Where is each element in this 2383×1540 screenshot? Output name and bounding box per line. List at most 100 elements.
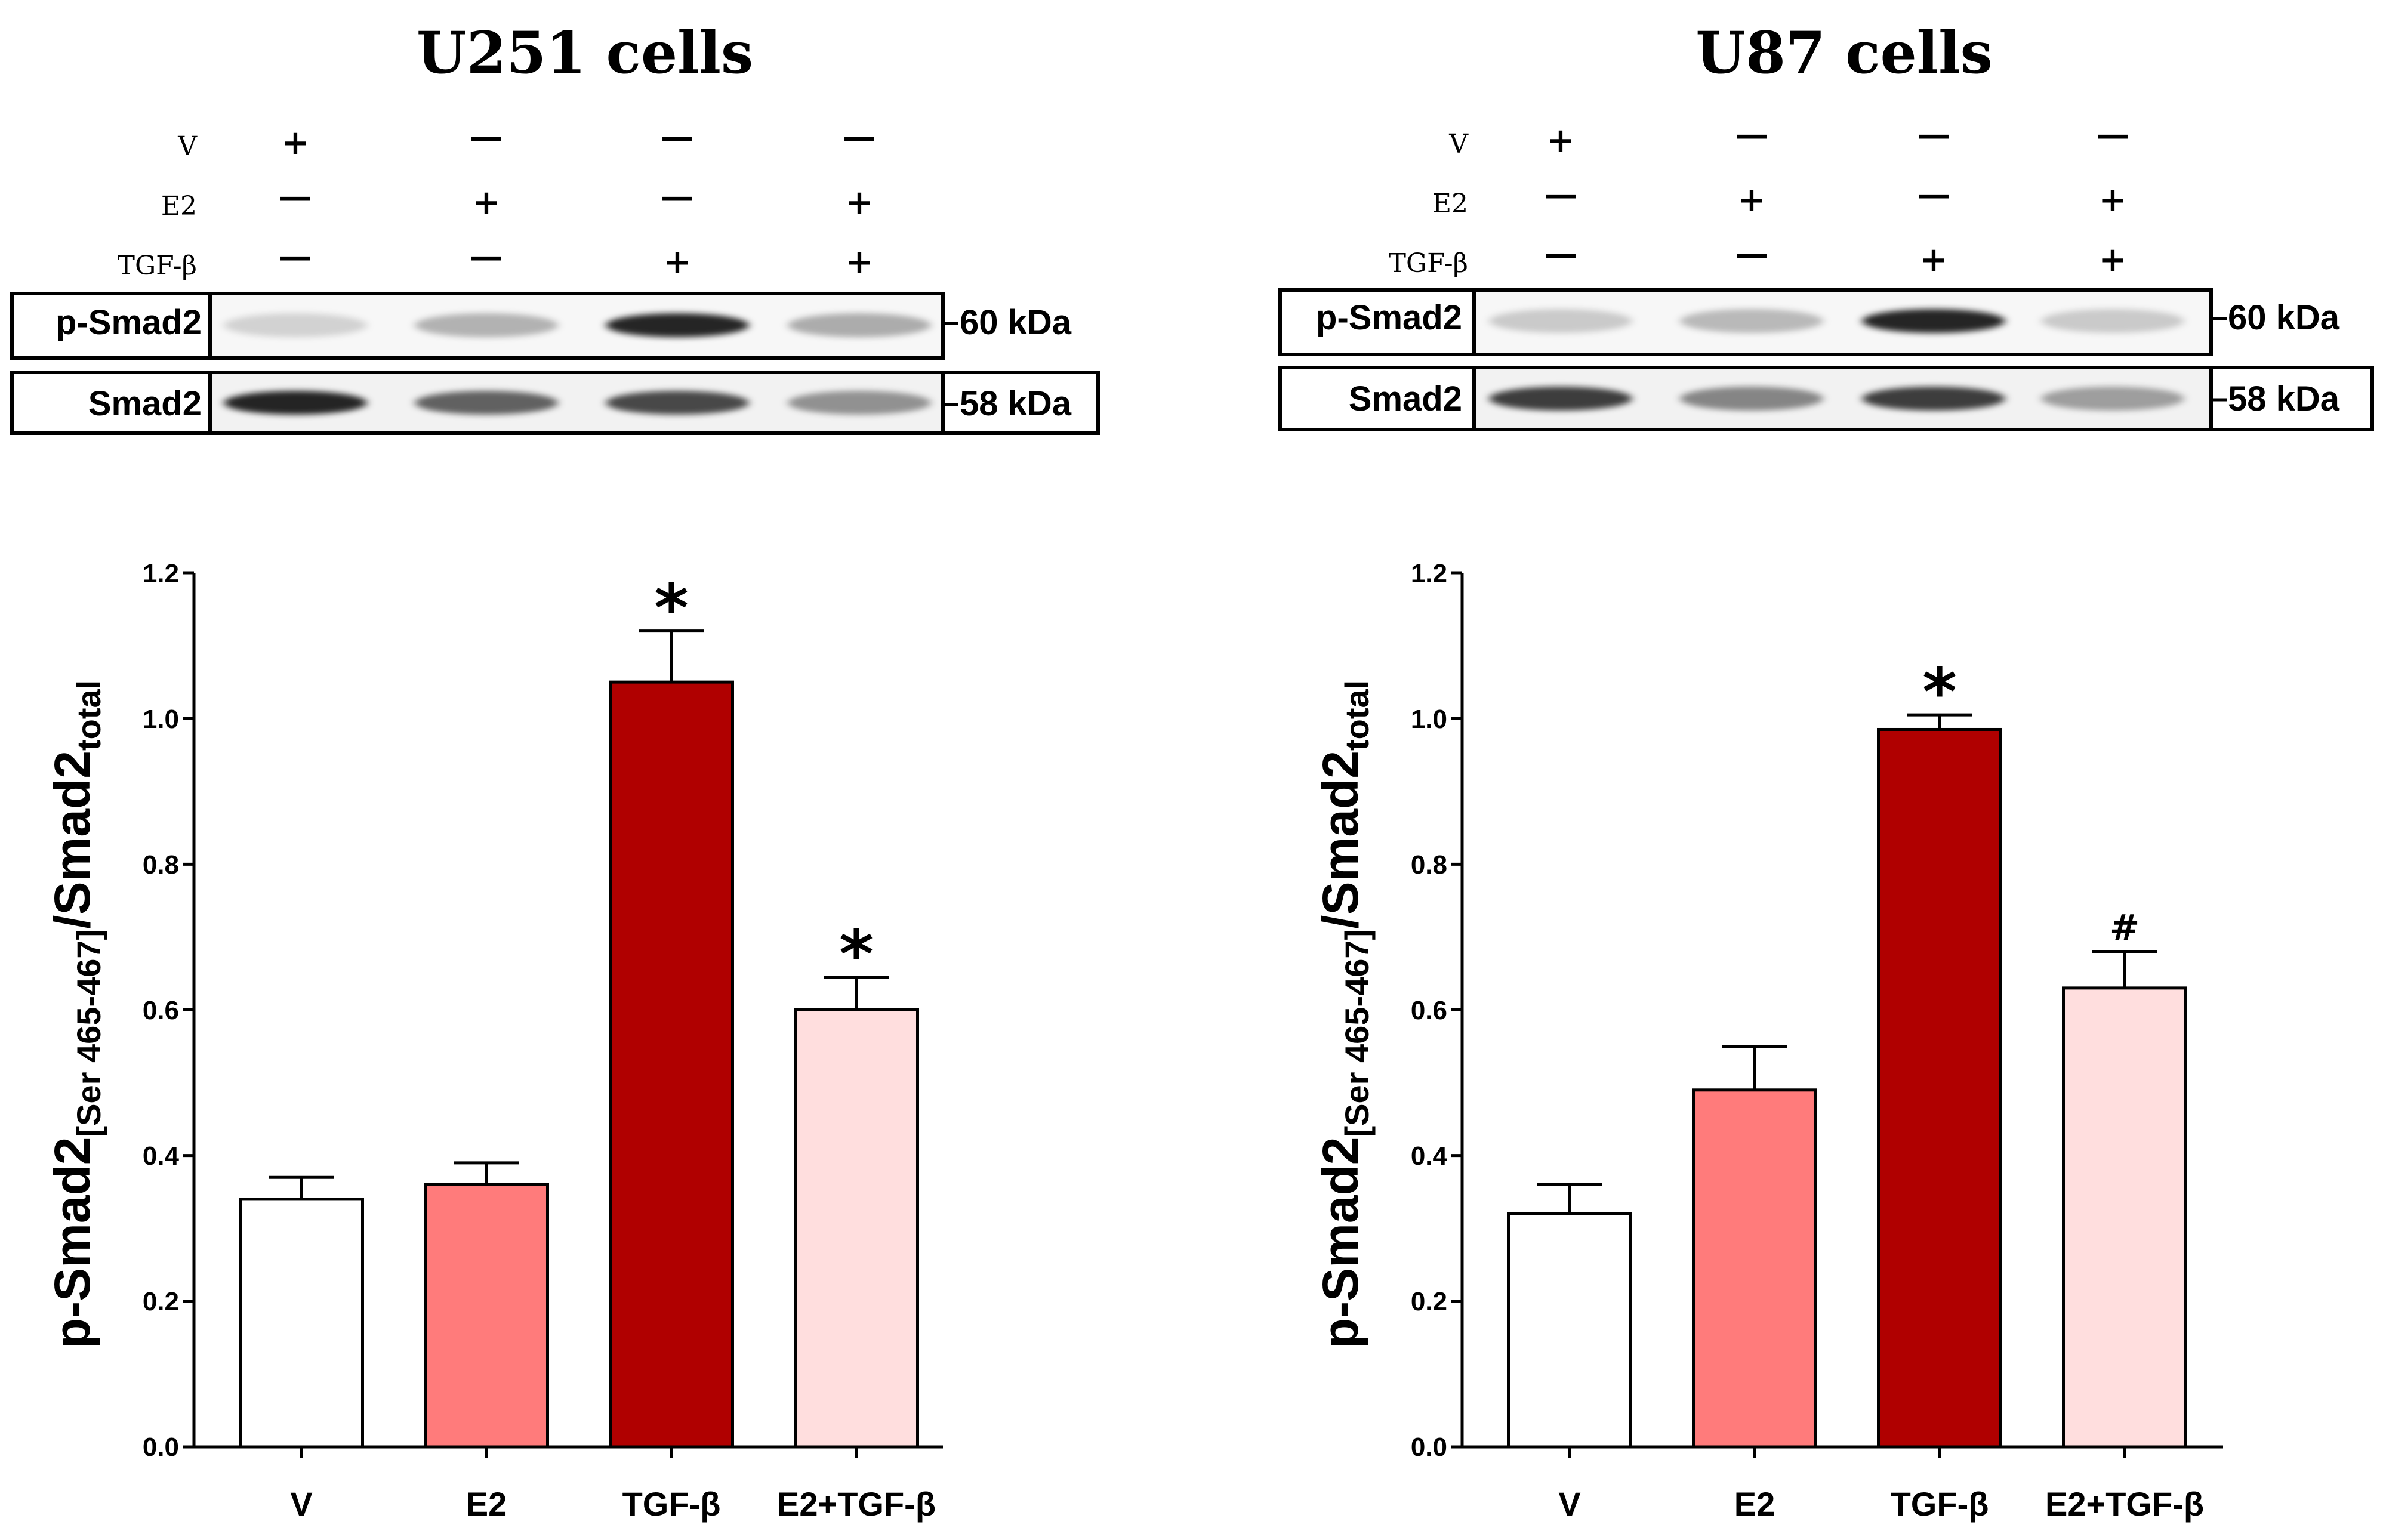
mark: —	[661, 117, 694, 156]
blot-size-smad2: 58 kDa	[960, 384, 1072, 423]
mark: —	[1917, 115, 1950, 154]
blot-band	[2041, 387, 2184, 411]
mark: +	[1920, 240, 1948, 279]
y-axis-label-sub: [Ser 465-467]	[70, 929, 107, 1137]
category-label: TGF-β	[622, 1485, 721, 1523]
blot-size-psmad2: 60 kDa	[960, 303, 1072, 342]
blot-band	[2041, 309, 2184, 333]
y-axis-label-main: p-Smad2	[1312, 1137, 1368, 1348]
y-axis-label: p-Smad2[Ser 465-467]/Smad2total	[1312, 680, 1376, 1348]
panel-title: U251 cells	[417, 19, 753, 87]
bar-chart-u251: * * 0.0 0.2 0.4 0.6 0.8 1.0 1.2 V E2 TGF-…	[44, 559, 943, 1523]
panel-u251: U251 cells V E2 TGF-β + — — — — + — + — …	[10, 19, 1100, 1523]
mark: —	[1735, 234, 1768, 273]
blot-band	[1489, 309, 1632, 333]
tick-label: 1.2	[1411, 559, 1447, 588]
bar-4	[2062, 986, 2187, 1449]
bar-3	[609, 680, 734, 1449]
tick-label: 0.2	[143, 1287, 179, 1316]
y-axis-label-sub: [Ser 465-467]	[1338, 929, 1376, 1137]
blot-size-psmad2: 60 kDa	[2228, 298, 2340, 337]
bar-chart-u87: * # 0.0 0.2 0.4 0.6 0.8 1.0 1.2 V E2 TGF-…	[1312, 559, 2223, 1523]
mark: —	[470, 117, 503, 156]
category-label: E2+TGF-β	[2045, 1485, 2204, 1523]
y-axis-label: p-Smad2[Ser 465-467]/Smad2total	[44, 680, 107, 1348]
tick-label: 0.8	[1411, 850, 1447, 879]
tick-label: 1.0	[143, 705, 179, 734]
blot-label-smad2: Smad2	[88, 384, 202, 423]
mark: +	[1738, 180, 1766, 220]
blot-band	[1862, 309, 2005, 333]
blot-label-smad2: Smad2	[1349, 379, 1462, 418]
bar-2	[1692, 1088, 1817, 1449]
blot-band	[1489, 387, 1632, 411]
mark: +	[473, 183, 501, 222]
y-axis-label-main: p-Smad2	[44, 1137, 100, 1348]
blot-band	[224, 391, 367, 415]
blot-band	[1680, 387, 1823, 411]
blot-band	[788, 313, 931, 337]
treatment-table: V E2 TGF-β + — — — — + — + — — + +	[118, 117, 876, 282]
mark: —	[470, 236, 503, 276]
tick-label: 0.4	[143, 1141, 180, 1171]
treatment-label-v: V	[177, 131, 198, 162]
treatment-label-e2: E2	[161, 191, 197, 221]
category-label: TGF-β	[1891, 1485, 1989, 1523]
significance-mark: *	[654, 570, 689, 647]
mark: +	[2099, 180, 2127, 220]
tick-label: 0.8	[143, 850, 179, 879]
tick-label: 0.0	[143, 1433, 179, 1462]
tick-label: 1.2	[143, 559, 179, 588]
significance-mark: *	[1922, 654, 1957, 730]
blot-label-psmad2: p-Smad2	[1316, 298, 1462, 337]
mark: +	[846, 183, 874, 222]
bar-1	[239, 1198, 364, 1449]
blot-band	[788, 391, 931, 415]
y-axis-label-sub2: total	[70, 680, 107, 751]
mark: —	[843, 117, 876, 156]
category-label: E2	[1734, 1485, 1775, 1523]
mark: +	[846, 242, 874, 282]
mark: +	[664, 242, 692, 282]
blot-band	[606, 391, 749, 415]
bar-4	[794, 1008, 919, 1449]
tick-label: 0.0	[1411, 1433, 1447, 1462]
treatment-label-e2: E2	[1432, 189, 1468, 219]
treatment-label-tgf: TGF-β	[118, 251, 197, 281]
mark: —	[661, 177, 694, 216]
blot-band	[606, 313, 749, 337]
category-label: V	[1558, 1485, 1580, 1523]
blot-band	[224, 313, 367, 337]
treatment-label-v: V	[1448, 129, 1469, 159]
category-label: E2+TGF-β	[777, 1485, 936, 1523]
blot-band	[415, 391, 558, 415]
blot-label-psmad2: p-Smad2	[56, 303, 202, 342]
tick-label: 0.4	[1411, 1141, 1448, 1171]
western-blot: p-Smad2 Smad2 60 kDa 58 kDa	[1278, 288, 2374, 431]
y-axis-label-mid: /Smad2	[44, 751, 100, 929]
mark: —	[2096, 115, 2129, 154]
mark: —	[1735, 115, 1768, 154]
treatment-label-tgf: TGF-β	[1389, 248, 1468, 279]
bar-1	[1507, 1212, 1632, 1449]
blot-size-smad2: 58 kDa	[2228, 379, 2340, 418]
mark: +	[2099, 240, 2127, 279]
western-blot: p-Smad2 Smad2 60 kDa 58 kDa	[10, 292, 1100, 435]
mark: —	[279, 177, 312, 216]
bar-2	[424, 1183, 549, 1449]
tick-label: 0.6	[143, 996, 179, 1025]
y-axis-label-mid: /Smad2	[1312, 751, 1368, 929]
mark: —	[1544, 174, 1577, 214]
category-label: E2	[466, 1485, 507, 1523]
bar-3	[1877, 727, 2002, 1449]
mark: —	[1917, 174, 1950, 214]
significance-mark: #	[2110, 907, 2140, 949]
mark: —	[279, 236, 312, 276]
y-axis-label-sub2: total	[1338, 680, 1376, 751]
blot-band	[415, 313, 558, 337]
treatment-table: V E2 TGF-β + — — — — + — + — — + +	[1389, 115, 2129, 279]
blot-band	[1680, 309, 1823, 333]
tick-label: 1.0	[1411, 705, 1447, 734]
category-label: V	[290, 1485, 312, 1523]
tick-label: 0.6	[1411, 996, 1447, 1025]
